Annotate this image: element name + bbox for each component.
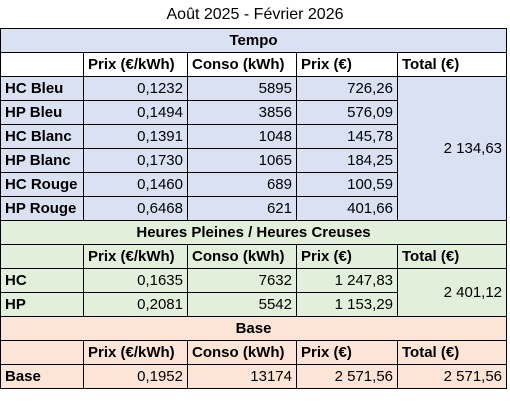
- header-total[interactable]: Total (€): [396, 52, 508, 77]
- cell-prix-kwh[interactable]: 0,1391: [83, 124, 188, 149]
- row-label[interactable]: HC Rouge: [0, 172, 84, 197]
- table-row: HP 0,2081 5542 1 153,29: [0, 292, 507, 317]
- table-row: HP Bleu 0,1494 3856 576,09: [0, 100, 507, 125]
- row-label[interactable]: HP Bleu: [0, 100, 84, 125]
- table-row: HP Blanc 0,1730 1065 184,25: [0, 148, 507, 173]
- cell-prix[interactable]: 1 153,29: [296, 292, 398, 317]
- cell-prix[interactable]: 1 247,83: [296, 268, 398, 293]
- row-label[interactable]: HP Rouge: [0, 196, 84, 221]
- header-row-base: Prix (€/kWh) Conso (kWh) Prix (€) Total …: [0, 340, 508, 365]
- header-prix-kwh[interactable]: Prix (€/kWh): [83, 340, 188, 365]
- section-row-hphc: Heures Pleines / Heures Creuses: [0, 220, 508, 245]
- cell-conso[interactable]: 689: [187, 172, 297, 197]
- header-empty-cell[interactable]: [0, 244, 84, 269]
- header-conso[interactable]: Conso (kWh): [187, 340, 297, 365]
- cell-conso[interactable]: 5542: [187, 292, 297, 317]
- header-row-hphc: Prix (€/kWh) Conso (kWh) Prix (€) Total …: [0, 244, 508, 269]
- cell-prix-kwh[interactable]: 0,1232: [83, 76, 188, 101]
- header-empty-cell[interactable]: [0, 340, 84, 365]
- cell-total-tempo[interactable]: 2 134,63: [396, 76, 508, 221]
- table-row: HP Rouge 0,6468 621 401,66: [0, 196, 507, 221]
- cell-conso[interactable]: 3856: [187, 100, 297, 125]
- cell-prix-kwh[interactable]: 0,1730: [83, 148, 188, 173]
- header-prix-kwh[interactable]: Prix (€/kWh): [83, 244, 188, 269]
- header-prix[interactable]: Prix (€): [296, 244, 398, 269]
- cell-conso[interactable]: 13174: [187, 364, 297, 389]
- sheet-title: Août 2025 - Février 2026: [166, 6, 344, 23]
- cell-conso[interactable]: 621: [187, 196, 297, 221]
- table-row: HC Blanc 0,1391 1048 145,78: [0, 124, 507, 149]
- table-row: HC Bleu 0,1232 5895 726,26 2 134,63: [0, 76, 508, 221]
- header-conso[interactable]: Conso (kWh): [187, 52, 297, 77]
- header-row-tempo: Prix (€/kWh) Conso (kWh) Prix (€) Total …: [0, 52, 508, 77]
- cell-prix[interactable]: 2 571,56: [296, 364, 398, 389]
- cost-comparison-table: Tempo Prix (€/kWh) Conso (kWh) Prix (€) …: [0, 28, 508, 389]
- header-empty-cell[interactable]: [0, 52, 84, 77]
- section-title-hphc[interactable]: Heures Pleines / Heures Creuses: [0, 220, 508, 245]
- cell-conso[interactable]: 1065: [187, 148, 297, 173]
- row-label[interactable]: Base: [0, 364, 84, 389]
- cell-prix[interactable]: 145,78: [296, 124, 398, 149]
- table-row: HC 0,1635 7632 1 247,83 2 401,12: [0, 268, 508, 317]
- section-title-tempo[interactable]: Tempo: [0, 28, 508, 53]
- header-total[interactable]: Total (€): [396, 340, 508, 365]
- cell-prix-kwh[interactable]: 0,1952: [83, 364, 188, 389]
- header-prix[interactable]: Prix (€): [296, 340, 398, 365]
- header-conso[interactable]: Conso (kWh): [187, 244, 297, 269]
- cell-prix[interactable]: 184,25: [296, 148, 398, 173]
- cell-prix-kwh[interactable]: 0,1460: [83, 172, 188, 197]
- cell-prix[interactable]: 100,59: [296, 172, 398, 197]
- section-title-base[interactable]: Base: [0, 316, 508, 341]
- row-label[interactable]: HP: [0, 292, 84, 317]
- row-label[interactable]: HP Blanc: [0, 148, 84, 173]
- cell-prix[interactable]: 576,09: [296, 100, 398, 125]
- section-row-base: Base: [0, 316, 508, 341]
- header-total[interactable]: Total (€): [396, 244, 508, 269]
- table-row: HC Rouge 0,1460 689 100,59: [0, 172, 507, 197]
- section-row-tempo: Tempo: [0, 28, 508, 53]
- cell-prix[interactable]: 401,66: [296, 196, 398, 221]
- cell-prix-kwh[interactable]: 0,6468: [83, 196, 188, 221]
- row-label[interactable]: HC Bleu: [0, 76, 84, 101]
- cell-prix-kwh[interactable]: 0,1494: [83, 100, 188, 125]
- cell-prix-kwh[interactable]: 0,1635: [83, 268, 188, 293]
- header-prix-kwh[interactable]: Prix (€/kWh): [83, 52, 188, 77]
- cell-prix[interactable]: 726,26: [296, 76, 398, 101]
- row-label[interactable]: HC Blanc: [0, 124, 84, 149]
- row-label[interactable]: HC: [0, 268, 84, 293]
- cell-total-hphc[interactable]: 2 401,12: [396, 268, 508, 317]
- cell-total-base[interactable]: 2 571,56: [396, 364, 508, 389]
- header-prix[interactable]: Prix (€): [296, 52, 398, 77]
- cell-conso[interactable]: 1048: [187, 124, 297, 149]
- table-row: Base 0,1952 13174 2 571,56 2 571,56: [0, 364, 508, 389]
- cell-prix-kwh[interactable]: 0,2081: [83, 292, 188, 317]
- cell-conso[interactable]: 5895: [187, 76, 297, 101]
- cell-conso[interactable]: 7632: [187, 268, 297, 293]
